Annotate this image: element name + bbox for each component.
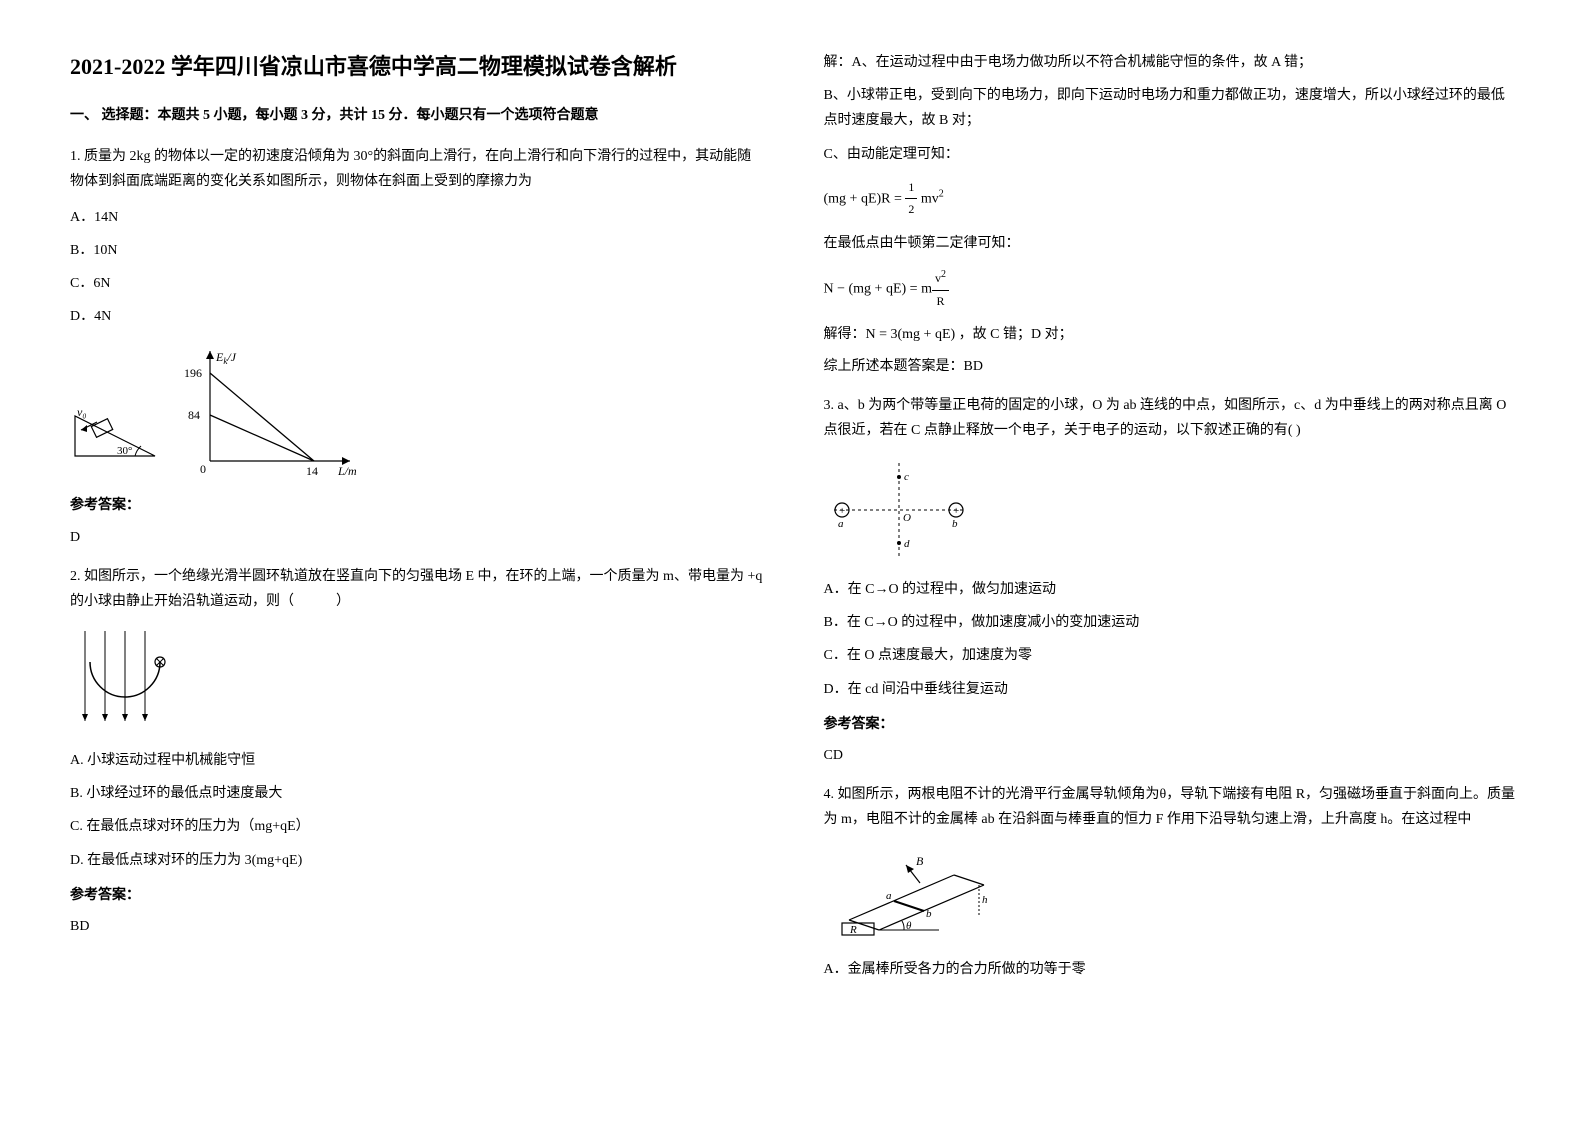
problem-1-text: 1. 质量为 2kg 的物体以一定的初速度沿倾角为 30°的斜面向上滑行，在向上… [70,144,764,194]
svg-text:84: 84 [188,408,200,422]
problem-1-opt-b: B．10N [70,238,764,263]
problem-2-figure [70,626,764,736]
svg-text:+: + [839,505,845,517]
solution-2-result: 解得：N = 3(mg + qE) ，故 C 错；D 对； [824,322,1518,347]
problem-2-ans-label: 参考答案： [70,883,764,908]
page-title: 2021-2022 学年四川省凉山市喜德中学高二物理模拟试卷含解析 [70,50,764,83]
problem-2-ans: BD [70,914,764,939]
svg-text:+: + [953,505,959,517]
svg-text:Ek/J: Ek/J [215,350,237,366]
svg-text:196: 196 [184,366,202,380]
svg-text:0: 0 [200,462,206,476]
problem-3-opt-a: A．在 C→O 的过程中，做匀加速运动 [824,577,1518,602]
svg-text:b: b [926,908,932,920]
problem-2-opt-b: B. 小球经过环的最低点时速度最大 [70,781,764,806]
problem-4-text: 4. 如图所示，两根电阻不计的光滑平行金属导轨倾角为θ，导轨下端接有电阻 R，匀… [824,782,1518,832]
svg-text:L/m: L/m [337,464,357,478]
svg-text:R: R [849,924,857,936]
problem-2: 2. 如图所示，一个绝缘光滑半圆环轨道放在竖直向下的匀强电场 E 中，在环的上端… [70,564,764,940]
problem-2-text: 2. 如图所示，一个绝缘光滑半圆环轨道放在竖直向下的匀强电场 E 中，在环的上端… [70,564,764,614]
svg-text:v₀: v₀ [77,405,87,419]
problem-1-figure: v₀ 30° Ek/J L/m [70,341,764,481]
problem-3-opt-c: C．在 O 点速度最大，加速度为零 [824,643,1518,668]
svg-text:30°: 30° [117,445,132,457]
problem-1-opt-d: D．4N [70,304,764,329]
problem-1-ans: D [70,525,764,550]
formula-energy: (mg + qE)R = 12 mv2 [824,177,1518,221]
problem-2-opt-c: C. 在最低点球对环的压力为（mg+qE） [70,814,764,839]
svg-text:d: d [904,538,910,550]
problem-3-opt-b: B．在 C→O 的过程中，做加速度减小的变加速运动 [824,610,1518,635]
problem-3: 3. a、b 为两个带等量正电荷的固定的小球，O 为 ab 连线的中点，如图所示… [824,393,1518,769]
problem-3-opt-d: D．在 cd 间沿中垂线往复运动 [824,677,1518,702]
problem-1-opt-a: A．14N [70,205,764,230]
problem-1-ans-label: 参考答案： [70,493,764,518]
svg-text:h: h [982,894,988,906]
problem-3-figure: + a + b O c d [824,455,1518,565]
svg-text:14: 14 [306,464,318,478]
section-header: 一、 选择题：本题共 5 小题，每小题 3 分，共计 15 分．每小题只有一个选… [70,103,764,128]
svg-text:a: a [886,890,892,902]
problem-2-opt-d: D. 在最低点球对环的压力为 3(mg+qE) [70,848,764,873]
solution-2-newton: 在最低点由牛顿第二定律可知： [824,231,1518,256]
svg-text:c: c [904,471,909,483]
solution-2-line-b: B、小球带正电，受到向下的电场力，即向下运动时电场力和重力都做正功，速度增大，所… [824,83,1518,133]
problem-3-ans: CD [824,743,1518,768]
problem-2-opt-a: A. 小球运动过程中机械能守恒 [70,748,764,773]
solution-2-line-a: 解：A、在运动过程中由于电场力做功所以不符合机械能守恒的条件，故 A 错； [824,50,1518,75]
svg-text:B: B [916,854,924,868]
svg-text:θ: θ [906,920,912,932]
problem-4: 4. 如图所示，两根电阻不计的光滑平行金属导轨倾角为θ，导轨下端接有电阻 R，匀… [824,782,1518,982]
solution-2-line-c: C、由动能定理可知： [824,142,1518,167]
problem-4-opt-a: A．金属棒所受各力的合力所做的功等于零 [824,957,1518,982]
problem-3-ans-label: 参考答案： [824,712,1518,737]
problem-1: 1. 质量为 2kg 的物体以一定的初速度沿倾角为 30°的斜面向上滑行，在向上… [70,144,764,550]
solution-2-final: 综上所述本题答案是：BD [824,354,1518,379]
problem-4-figure: a b B h R θ [824,845,1518,945]
svg-text:b: b [952,518,958,530]
svg-text:O: O [903,512,911,524]
formula-newton: N − (mg + qE) = mv2R [824,266,1518,312]
problem-3-text: 3. a、b 为两个带等量正电荷的固定的小球，O 为 ab 连线的中点，如图所示… [824,393,1518,443]
problem-1-opt-c: C．6N [70,271,764,296]
svg-text:a: a [838,518,844,530]
